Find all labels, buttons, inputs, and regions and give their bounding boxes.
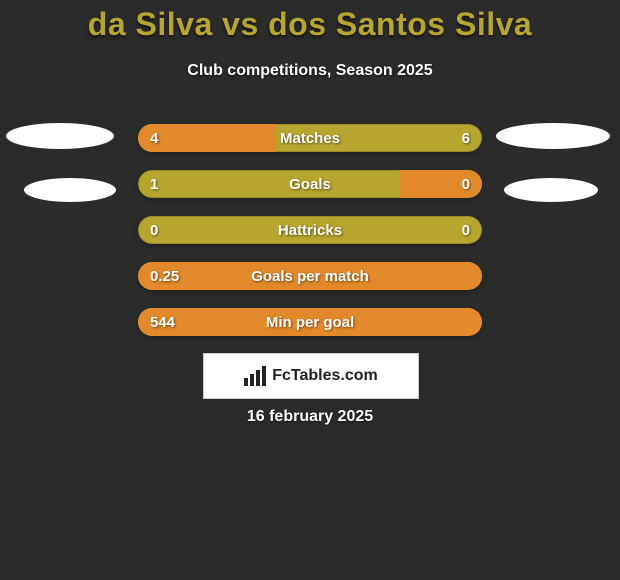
page-subtitle: Club competitions, Season 2025 [0,62,620,80]
stat-label: Goals per match [138,262,482,290]
stat-right-value: 6 [462,124,470,152]
stat-bar: 0Hattricks0 [138,216,482,244]
decorative-ellipse [6,123,114,149]
stat-label: Min per goal [138,308,482,336]
brand-text: FcTables.com [272,367,378,385]
stat-right-value: 0 [462,216,470,244]
stat-bar: 544Min per goal [138,308,482,336]
brand-badge: FcTables.com [203,353,419,399]
stat-bar: 1Goals0 [138,170,482,198]
date-line: 16 february 2025 [0,408,620,426]
stat-bar: 0.25Goals per match [138,262,482,290]
decorative-ellipse [496,123,610,149]
decorative-ellipse [24,178,116,202]
stat-bars: 4Matches61Goals00Hattricks00.25Goals per… [138,124,482,354]
comparison-infographic: da Silva vs dos Santos Silva Club compet… [0,0,620,580]
stat-label: Goals [138,170,482,198]
page-title: da Silva vs dos Santos Silva [0,6,620,43]
stat-label: Hattricks [138,216,482,244]
decorative-ellipse [504,178,598,202]
stat-label: Matches [138,124,482,152]
chart-bars-icon [244,366,266,386]
stat-bar: 4Matches6 [138,124,482,152]
stat-right-value: 0 [462,170,470,198]
